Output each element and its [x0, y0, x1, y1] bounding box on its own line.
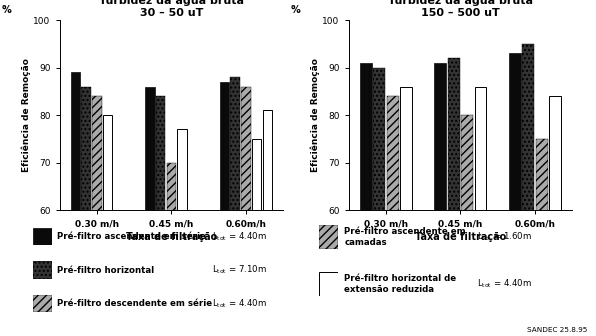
Bar: [549, 96, 561, 336]
Bar: [71, 72, 80, 336]
Bar: [252, 139, 261, 336]
Text: Pré-filtro horizontal de
extensão reduzida: Pré-filtro horizontal de extensão reduzi…: [344, 274, 457, 294]
Bar: [241, 87, 250, 336]
Bar: [167, 163, 176, 336]
Bar: [387, 96, 399, 336]
Bar: [156, 96, 165, 336]
Text: L$_\mathregular{tot}$ = 4.40m: L$_\mathregular{tot}$ = 4.40m: [212, 297, 267, 310]
Bar: [434, 63, 446, 336]
Bar: [461, 115, 473, 336]
Text: Pré-filtro ascendente em
camadas: Pré-filtro ascendente em camadas: [344, 227, 466, 247]
X-axis label: Taxa de filtração: Taxa de filtração: [415, 232, 506, 242]
Bar: [400, 87, 412, 336]
Bar: [231, 77, 240, 336]
Title: Turbidez da água bruta
30 – 50 uT: Turbidez da água bruta 30 – 50 uT: [99, 0, 244, 18]
Title: Turbidez da água bruta
150 – 500 uT: Turbidez da água bruta 150 – 500 uT: [388, 0, 533, 18]
Text: Pré-filtro descendente em série: Pré-filtro descendente em série: [57, 299, 212, 308]
Bar: [536, 139, 548, 336]
Text: %: %: [290, 5, 300, 14]
Bar: [145, 87, 154, 336]
Y-axis label: Eficiência de Remoção: Eficiência de Remoção: [21, 58, 30, 172]
Y-axis label: Eficiência de Remoção: Eficiência de Remoção: [310, 58, 319, 172]
Bar: [448, 58, 460, 336]
Bar: [92, 96, 101, 336]
Bar: [360, 63, 372, 336]
X-axis label: Taxa de filtração: Taxa de filtração: [126, 232, 217, 242]
Bar: [82, 87, 91, 336]
Text: L$_\mathregular{tot}$ = 4.40m: L$_\mathregular{tot}$ = 4.40m: [212, 230, 267, 243]
Bar: [474, 87, 486, 336]
Bar: [522, 44, 534, 336]
Text: L$_\mathregular{tot}$ = 1.60m: L$_\mathregular{tot}$ = 1.60m: [477, 230, 532, 243]
Bar: [220, 82, 229, 336]
Bar: [103, 115, 112, 336]
Text: %: %: [2, 5, 11, 14]
Bar: [509, 53, 521, 336]
Bar: [178, 129, 187, 336]
Bar: [373, 68, 385, 336]
Text: L$_\mathregular{tot}$ = 7.10m: L$_\mathregular{tot}$ = 7.10m: [212, 264, 267, 277]
Text: Pré-filtro horizontal: Pré-filtro horizontal: [57, 266, 154, 275]
Text: L$_\mathregular{tot}$ = 4.40m: L$_\mathregular{tot}$ = 4.40m: [477, 278, 532, 290]
Bar: [263, 110, 272, 336]
Text: SANDEC 25.8.95: SANDEC 25.8.95: [527, 327, 587, 333]
Text: Pré-filtro ascendente em série: Pré-filtro ascendente em série: [57, 232, 206, 241]
